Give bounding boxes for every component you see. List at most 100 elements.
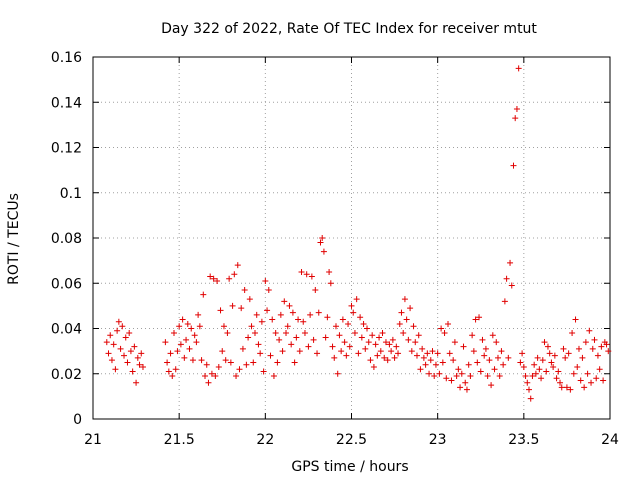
data-point bbox=[114, 327, 121, 334]
data-point bbox=[603, 341, 610, 348]
data-point bbox=[467, 373, 474, 380]
data-point bbox=[476, 314, 483, 321]
data-point bbox=[491, 366, 498, 373]
data-point bbox=[296, 348, 303, 355]
data-point bbox=[424, 350, 431, 357]
data-point bbox=[594, 352, 601, 359]
x-tick-label: 22 bbox=[256, 432, 274, 448]
data-point bbox=[538, 375, 545, 382]
data-point bbox=[167, 350, 174, 357]
data-point bbox=[169, 373, 176, 380]
data-point bbox=[486, 357, 493, 364]
x-tick-label: 23.5 bbox=[508, 432, 539, 448]
data-point bbox=[222, 357, 229, 364]
data-point bbox=[388, 348, 395, 355]
data-point bbox=[327, 280, 334, 287]
data-point bbox=[255, 341, 262, 348]
data-point bbox=[596, 366, 603, 373]
data-point bbox=[362, 345, 369, 352]
data-point bbox=[534, 354, 541, 361]
y-tick-label: 0.04 bbox=[51, 322, 82, 338]
data-point bbox=[463, 386, 470, 393]
y-tick-label: 0.06 bbox=[51, 276, 82, 292]
y-tick-label: 0.14 bbox=[51, 95, 82, 111]
data-point bbox=[241, 287, 248, 294]
data-point bbox=[519, 350, 526, 357]
data-point bbox=[370, 363, 377, 370]
data-point bbox=[532, 370, 539, 377]
data-point bbox=[300, 318, 307, 325]
data-point bbox=[439, 359, 446, 366]
data-point bbox=[560, 345, 567, 352]
data-point bbox=[364, 325, 371, 332]
data-point bbox=[310, 336, 317, 343]
data-point bbox=[415, 332, 422, 339]
data-point bbox=[121, 352, 128, 359]
data-point bbox=[429, 348, 436, 355]
data-point bbox=[243, 361, 250, 368]
data-point bbox=[270, 373, 277, 380]
data-point bbox=[207, 273, 214, 280]
data-point bbox=[210, 275, 217, 282]
data-point bbox=[293, 334, 300, 341]
data-point bbox=[129, 368, 136, 375]
data-point bbox=[544, 343, 551, 350]
data-point bbox=[407, 305, 414, 312]
data-point bbox=[400, 330, 407, 337]
data-point bbox=[498, 348, 505, 355]
data-point bbox=[139, 363, 146, 370]
data-point bbox=[384, 357, 391, 364]
data-point bbox=[307, 311, 314, 318]
data-point bbox=[460, 343, 467, 350]
data-point bbox=[472, 316, 479, 323]
data-point bbox=[436, 370, 443, 377]
data-point bbox=[507, 259, 514, 266]
data-point bbox=[170, 330, 177, 337]
data-point bbox=[220, 323, 227, 330]
data-point bbox=[520, 363, 527, 370]
data-point bbox=[281, 298, 288, 305]
data-point bbox=[291, 359, 298, 366]
data-point bbox=[319, 235, 326, 241]
data-point bbox=[195, 311, 202, 318]
data-point bbox=[203, 361, 210, 368]
y-tick-label: 0.12 bbox=[51, 141, 82, 157]
data-point bbox=[134, 354, 141, 361]
data-point bbox=[112, 366, 119, 373]
data-point bbox=[348, 302, 355, 309]
y-tick-label: 0.08 bbox=[51, 231, 82, 247]
data-point bbox=[477, 368, 484, 375]
data-point bbox=[108, 357, 115, 364]
data-point bbox=[410, 323, 417, 330]
data-point bbox=[269, 316, 276, 323]
data-point bbox=[332, 323, 339, 330]
data-point bbox=[458, 370, 465, 377]
data-point bbox=[513, 106, 520, 113]
data-point bbox=[577, 377, 584, 384]
data-point bbox=[417, 366, 424, 373]
data-point bbox=[188, 325, 195, 332]
data-point bbox=[226, 275, 233, 282]
data-point bbox=[515, 65, 522, 72]
data-point bbox=[202, 373, 209, 380]
data-point bbox=[322, 334, 329, 341]
data-point bbox=[329, 343, 336, 350]
data-point bbox=[494, 354, 501, 361]
data-point bbox=[262, 277, 269, 284]
data-point bbox=[367, 357, 374, 364]
data-point bbox=[489, 332, 496, 339]
data-point bbox=[563, 384, 570, 391]
data-point bbox=[358, 334, 365, 341]
data-point bbox=[508, 282, 515, 289]
data-point bbox=[193, 339, 200, 346]
data-point bbox=[224, 330, 231, 337]
y-axis-label: ROTI / TECUs bbox=[6, 193, 22, 285]
data-point bbox=[522, 373, 529, 380]
axis-ticks: 21 21.5 22 22.5 23 23.5 24 0 0.02 0.04 0.06 0.08 0.1… bbox=[51, 50, 619, 448]
data-point bbox=[320, 248, 327, 255]
data-point bbox=[174, 348, 181, 355]
data-point bbox=[305, 343, 312, 350]
data-point bbox=[426, 370, 433, 377]
data-point bbox=[136, 361, 143, 368]
